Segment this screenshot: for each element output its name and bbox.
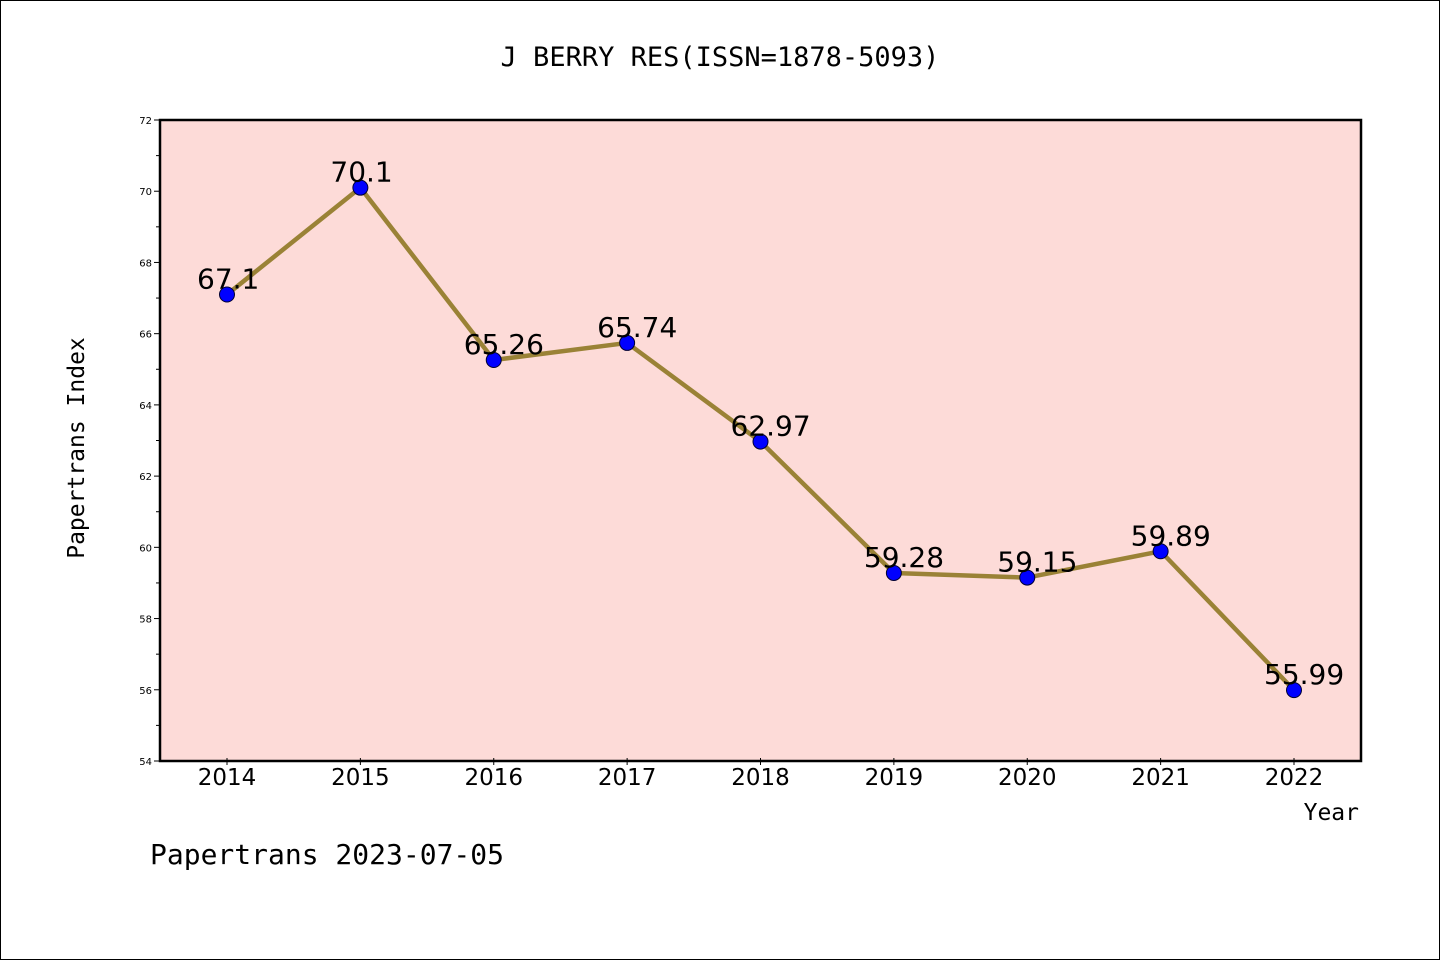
x-tick-label: 2019	[865, 765, 924, 791]
data-label: 70.1	[330, 156, 392, 189]
data-label: 65.74	[597, 311, 677, 344]
x-tick-label: 2018	[731, 765, 790, 791]
x-tick-label: 2022	[1265, 765, 1324, 791]
data-point	[1019, 569, 1036, 586]
axis-ticks: 54 56 58 60 62 64 66 68 70 72 2014 2015 2016 2017 2018…	[139, 116, 1323, 791]
y-tick-label: 66	[139, 330, 152, 341]
y-tick-label: 62	[139, 472, 152, 483]
plot-border	[158, 118, 1363, 763]
y-tick-label: 68	[139, 258, 152, 269]
footer-text: Papertrans 2023-07-05	[150, 838, 504, 871]
x-tick-label: 2021	[1131, 765, 1190, 791]
y-tick-label: 54	[139, 757, 152, 768]
x-tick-label: 2017	[598, 765, 657, 791]
x-tick-label: 2016	[464, 765, 523, 791]
data-label: 67.1	[197, 262, 259, 295]
data-label: 59.89	[1131, 519, 1211, 552]
data-label: 62.97	[731, 410, 811, 443]
data-point	[352, 179, 369, 196]
data-point	[219, 286, 235, 303]
data-label: 59.15	[997, 546, 1077, 579]
data-point	[1152, 543, 1169, 560]
data-point	[1286, 682, 1302, 699]
series-layer: 67.1 70.1 65.26 65.74 62.97 59.28 59.15 59.89 55…	[197, 156, 1344, 699]
x-tick-label: 2020	[998, 765, 1057, 791]
data-point	[619, 334, 636, 351]
data-label: 55.99	[1264, 658, 1344, 691]
chart-title: J BERRY RES(ISSN=1878-5093)	[501, 42, 940, 73]
data-point	[885, 564, 902, 581]
y-tick-label: 70	[139, 187, 152, 198]
data-label: 65.26	[464, 328, 544, 361]
x-tick-label: 2014	[198, 765, 257, 791]
y-tick-label: 58	[139, 615, 152, 626]
data-point	[752, 433, 769, 450]
x-tick-label: 2015	[331, 765, 390, 791]
y-tick-label: 60	[139, 543, 152, 554]
data-label: 59.28	[864, 541, 944, 574]
data-point	[485, 352, 502, 369]
y-tick-label: 56	[139, 686, 152, 697]
y-tick-label: 72	[139, 116, 152, 127]
x-axis-label: Year	[1304, 800, 1359, 826]
y-axis-label: Papertrans Index	[64, 337, 90, 559]
y-tick-label: 64	[139, 401, 152, 412]
